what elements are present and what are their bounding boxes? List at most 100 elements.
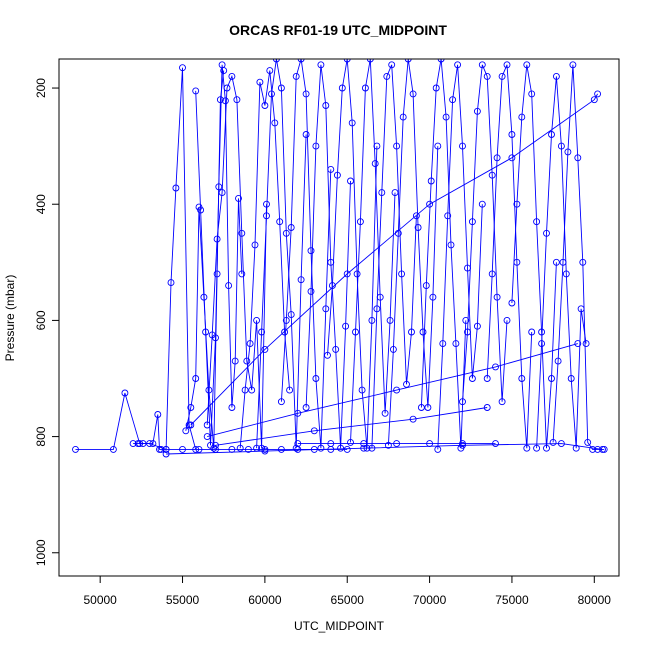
data-point [348,119,356,127]
data-point [412,212,420,220]
data-point [393,142,401,150]
data-point [408,328,415,336]
data-point [327,440,335,448]
y-axis-label: Pressure (mbar) [3,275,17,362]
data-point [205,386,213,394]
data-point [277,398,285,406]
data-point [310,445,318,453]
data-point [347,177,354,185]
data-point [503,316,511,324]
data-point [207,441,214,449]
data-point [139,440,147,448]
x-axis-label: UTC_MIDPOINT [294,619,385,633]
data-point [149,440,157,448]
data-point [508,154,516,162]
data-point [599,445,606,453]
data-point [286,386,294,394]
data-point [528,90,536,98]
series-line-20 [190,93,598,426]
data-point [302,90,310,98]
series-line-19 [552,64,605,450]
data-point [261,345,269,353]
data-point [215,183,223,191]
data-point [333,171,341,179]
data-point [342,322,350,330]
series-line-23 [166,443,603,455]
data-point [574,154,582,162]
series-line-5 [239,70,291,449]
data-point [434,142,442,150]
data-point [478,61,486,69]
data-point [312,375,320,382]
data-point [202,328,210,336]
data-point [590,96,598,104]
data-point [72,445,79,453]
data-point [134,440,142,448]
data-point [187,421,195,429]
series-line-15 [462,64,508,402]
data-point [307,247,315,255]
data-point [518,113,526,121]
x-tick-label: 60000 [248,593,282,607]
series-line-10 [350,59,396,443]
data-point [518,375,526,382]
data-point [172,184,180,192]
data-point [297,276,305,284]
data-point [473,322,481,330]
data-point [343,270,351,278]
data-point [439,340,447,348]
data-point [459,142,466,150]
data-point [422,282,430,290]
data-point [483,72,491,80]
series-line-7 [280,59,332,449]
data-point [277,445,285,453]
x-tick-label: 80000 [578,593,612,607]
data-point [594,445,602,453]
data-point [253,316,261,324]
data-point [409,90,417,98]
data-point [154,411,162,418]
data-point [238,229,246,237]
data-point [307,287,315,295]
data-point [508,131,516,138]
data-point [594,90,602,98]
data-point [322,305,330,313]
data-point [356,218,364,226]
series-line-14 [437,64,483,450]
data-point [468,218,476,226]
data-point [579,258,587,266]
data-point [218,61,226,69]
data-point [574,340,582,348]
data-point [343,445,351,453]
y-axis: 200 400 600 800 1000 [34,78,60,566]
data-point [200,293,208,301]
data-point [409,415,417,423]
data-point [376,293,384,301]
data-point [109,445,117,453]
data-point [368,316,376,324]
data-point [322,102,330,109]
data-point [464,328,471,336]
data-point [399,113,407,121]
data-point [384,441,392,449]
data-point [378,189,386,197]
data-point [572,444,580,452]
data-point [562,270,570,278]
data-point [360,444,368,452]
plot-frame [58,58,620,577]
series-line-21 [207,343,578,438]
data-point [225,282,233,290]
data-point [381,409,389,417]
data-point [343,59,351,63]
data-point [459,440,466,448]
data-point [347,438,354,446]
data-point [414,224,422,231]
series-line-3 [195,64,243,446]
chart-title: ORCAS RF01-19 UTC_MIDPOINT [229,22,447,38]
data-point [403,380,410,388]
data-point [493,293,501,301]
data-point [567,375,575,382]
data-point [368,444,376,452]
data-point [447,241,455,249]
